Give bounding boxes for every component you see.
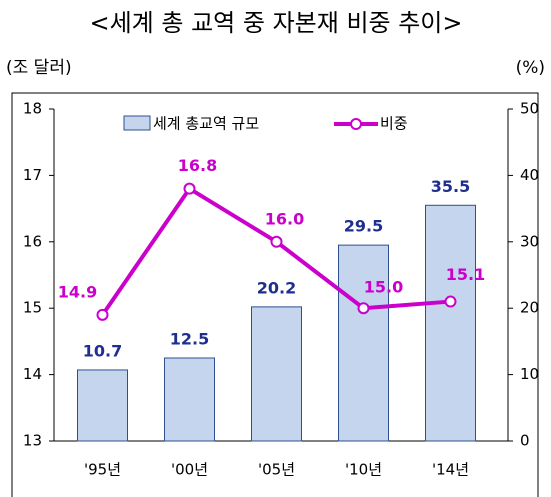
bar <box>425 204 476 442</box>
line-value-label: 16.0 <box>265 209 304 228</box>
x-tick-label: '05년 <box>258 461 295 479</box>
y2-tick-label: 10 <box>520 365 539 383</box>
bar <box>338 244 389 442</box>
legend-label: 비중 <box>380 115 408 133</box>
y-axis-label: (조 달러) <box>6 58 72 78</box>
y-tick-label: 15 <box>23 299 42 317</box>
plot-frame <box>11 92 539 497</box>
y-tick-label: 16 <box>23 232 42 250</box>
line-point <box>357 302 370 315</box>
bar <box>251 306 302 442</box>
legend-label: 세계 총교역 규모 <box>153 115 259 133</box>
y2-tick-label: 0 <box>520 432 530 450</box>
line-point <box>183 182 196 195</box>
bar-value-label: 35.5 <box>431 177 470 196</box>
y-tick-label: 13 <box>23 432 42 450</box>
line-value-label: 14.9 <box>58 282 97 301</box>
x-tick-label: '95년 <box>84 461 121 479</box>
legend-swatch <box>123 115 151 131</box>
y2-tick-label: 30 <box>520 232 539 250</box>
y2-axis-label: (%) <box>516 58 545 78</box>
legend-swatch <box>350 118 362 130</box>
y2-tick-label: 20 <box>520 299 539 317</box>
bar-value-label: 29.5 <box>344 217 383 236</box>
line-point <box>444 295 457 308</box>
y-tick-label: 18 <box>23 100 42 118</box>
bar-value-label: 12.5 <box>170 330 209 349</box>
x-tick-label: '10년 <box>345 461 382 479</box>
line-value-label: 15.0 <box>364 278 403 297</box>
x-tick-label: '00년 <box>171 461 208 479</box>
line-value-label: 15.1 <box>446 265 485 284</box>
line-point <box>270 235 283 248</box>
y2-tick-label: 50 <box>520 100 539 118</box>
bar-value-label: 20.2 <box>257 278 296 297</box>
bar-value-label: 10.7 <box>83 341 122 360</box>
x-tick-label: '14년 <box>432 461 469 479</box>
line-value-label: 16.8 <box>178 156 217 175</box>
y-tick-label: 14 <box>23 365 42 383</box>
bar <box>164 357 215 442</box>
y-tick-label: 17 <box>23 166 42 184</box>
line-point <box>96 308 109 321</box>
y2-tick-label: 40 <box>520 166 539 184</box>
bar <box>77 369 128 442</box>
chart-title: <세계 총 교역 중 자본재 비중 추이> <box>89 9 462 37</box>
